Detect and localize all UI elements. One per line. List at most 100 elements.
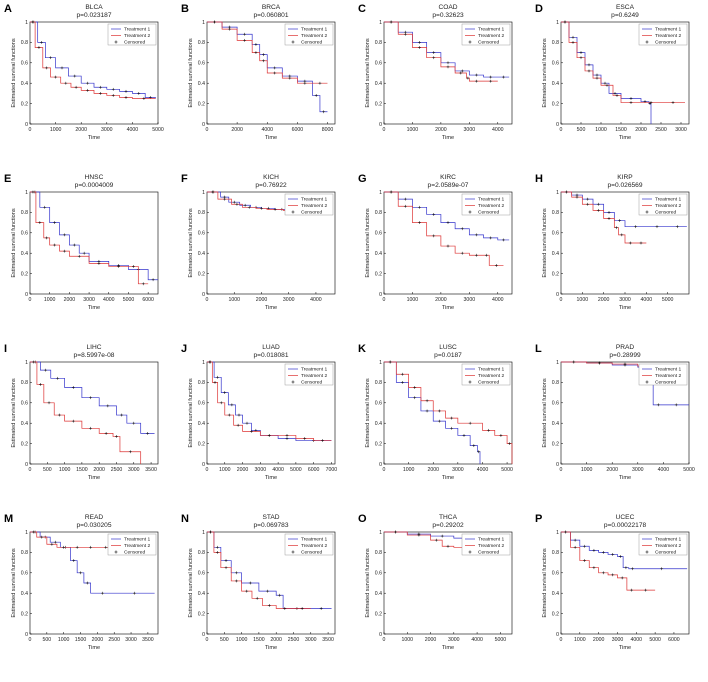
x-tick-label: 0 [383, 297, 386, 303]
axes-frame [560, 361, 690, 465]
legend-label: Censored [655, 40, 676, 46]
panel-j: J LUAD p=0.018081 0 1000 2000 3000 4000 5000 6000… [177, 340, 354, 510]
y-tick-label: 1 [556, 20, 559, 26]
legend-label: Treatment 1 [655, 197, 681, 203]
y-tick-label: 1 [202, 360, 205, 366]
censor-mark [579, 56, 583, 60]
legend-label: Treatment 1 [301, 197, 327, 203]
censor-mark [656, 403, 660, 407]
censor-mark [611, 573, 615, 577]
censor-mark [71, 386, 75, 389]
censor-mark [228, 27, 231, 31]
x-tick-label: 5000 [662, 297, 674, 303]
y-axis-label: Estimated survival functions [188, 378, 194, 448]
legend-label: Treatment 2 [655, 543, 681, 549]
x-tick-label: 1500 [75, 637, 87, 643]
x-tick-label: 0 [29, 127, 32, 133]
x-tick-label: 0 [560, 467, 563, 473]
censor-mark [266, 589, 269, 593]
legend-label: Treatment 1 [478, 197, 504, 203]
x-tick-label: 4000 [492, 127, 504, 133]
panel-label: N [181, 513, 189, 525]
legend-label: Censored [301, 210, 322, 216]
censor-mark [237, 413, 241, 417]
censor-mark [53, 243, 57, 247]
y-tick-label: 0.4 [21, 591, 28, 597]
censor-mark [303, 437, 307, 440]
y-axis-label: Estimated survival functions [11, 38, 17, 108]
censor-mark [31, 190, 35, 194]
censor-mark [215, 545, 219, 549]
panel-m: M READ p=0.030205 0 500 1000 1500 2000 2500 3000 3… [0, 510, 177, 680]
legend-plus-icon [645, 380, 649, 384]
censor-mark [71, 419, 75, 423]
censor-mark [489, 236, 493, 240]
x-tick-label: 2000 [635, 127, 647, 133]
censor-mark [462, 434, 466, 437]
y-tick-label: 0 [556, 122, 559, 128]
censor-mark [595, 76, 599, 80]
censor-mark [413, 396, 417, 400]
legend-label: Treatment 2 [478, 33, 504, 39]
y-tick-label: 0.6 [552, 401, 559, 407]
x-tick-label: 3500 [142, 637, 154, 643]
censor-mark [318, 81, 322, 85]
chart-title: KIRP [617, 174, 633, 181]
censor-mark [146, 432, 150, 435]
panel-label: G [358, 173, 367, 185]
chart-title: LUAD [262, 344, 280, 351]
panel-c: C COAD p=0.32623 0 1000 2000 3000 4000 0 0.2 0.4 0.… [354, 0, 531, 170]
censor-mark [62, 545, 66, 549]
legend-label: Censored [655, 210, 676, 216]
censor-mark [288, 76, 292, 80]
panel-o: O THCA p=0.29202 0 1000 2000 3000 4000 5000 0 0.2 0… [354, 510, 531, 680]
legend-label: Treatment 2 [655, 203, 681, 209]
panel-label: D [535, 3, 543, 15]
x-tick-label: 0 [206, 127, 209, 133]
censor-mark [417, 533, 421, 537]
censor-mark [674, 403, 678, 407]
axes-frame [29, 191, 159, 295]
panel-label: C [358, 3, 366, 15]
censor-mark [468, 421, 472, 425]
y-tick-label: 0 [202, 632, 205, 638]
y-tick-label: 0.8 [21, 550, 28, 556]
x-tick-label: 2000 [606, 467, 618, 473]
survival-curve-2 [384, 361, 513, 464]
censor-mark [418, 46, 421, 49]
censor-mark [99, 85, 102, 89]
panel-h: H KIRP p=0.026569 0 1000 2000 3000 4000 5000 0 0.2… [531, 170, 708, 340]
y-tick-label: 0.2 [198, 101, 205, 107]
x-tick-label: 3000 [128, 467, 140, 473]
y-tick-label: 0.8 [198, 380, 205, 386]
legend-label: Treatment 1 [478, 537, 504, 543]
censor-mark [219, 401, 223, 405]
x-tick-label: 2000 [427, 467, 439, 473]
x-tick-label: 4000 [477, 467, 489, 473]
y-tick-label: 0.8 [552, 380, 559, 386]
x-tick-label: 4000 [261, 127, 273, 133]
panel-label: P [535, 513, 542, 525]
axes-frame [383, 21, 513, 125]
x-tick-label: 2000 [256, 297, 268, 303]
y-tick-label: 0.4 [21, 251, 28, 257]
censor-mark [401, 372, 404, 376]
censor-mark [475, 73, 478, 77]
x-axis-label: Time [265, 475, 277, 481]
panel-label: A [4, 3, 12, 15]
x-axis-label: Time [265, 645, 277, 651]
panel-label: J [181, 343, 187, 355]
panel-a: A BLCA p=0.023187 0 1000 2000 3000 4000 5000 0 0.2… [0, 0, 177, 170]
censor-mark [671, 101, 675, 104]
x-tick-label: 1000 [401, 637, 413, 643]
censor-mark [403, 204, 407, 208]
axes-frame [560, 531, 690, 635]
y-tick-label: 0.4 [552, 591, 559, 597]
y-tick-label: 0.4 [552, 81, 559, 87]
censor-mark [223, 197, 227, 201]
censor-mark [106, 404, 110, 408]
